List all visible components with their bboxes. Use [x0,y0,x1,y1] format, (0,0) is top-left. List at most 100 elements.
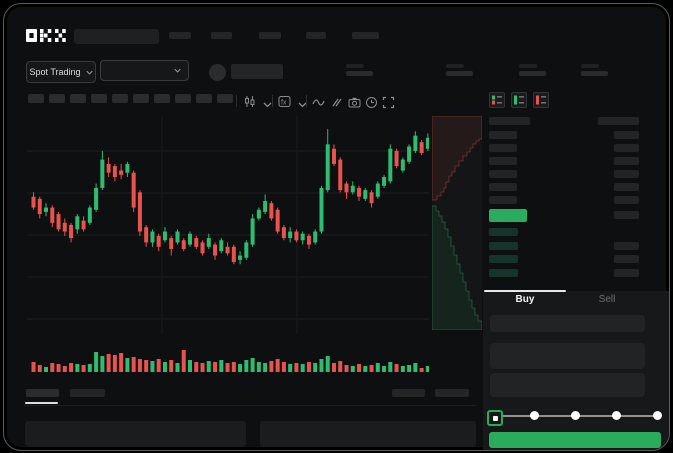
slider-stop-75pct[interactable] [612,411,621,420]
bottom-tab-1[interactable] [26,389,59,397]
volume-bar-49 [331,363,336,372]
nav-item-placeholder-3[interactable] [259,32,281,39]
slider-stop-25pct[interactable] [530,411,539,420]
timeframe-button-8[interactable] [175,94,191,103]
volume-bar-61 [407,365,412,372]
volume-bar-7 [69,363,74,372]
volume-bar-1 [31,362,36,372]
timeframe-button-6[interactable] [133,94,149,103]
fullscreen-icon[interactable] [382,96,395,109]
bottom-tab-2[interactable] [70,389,105,397]
volume-bar-45 [306,362,311,372]
ob-last-price[interactable] [489,209,527,222]
candlestick-chart[interactable] [27,116,429,334]
timeframe-button-4[interactable] [91,94,107,103]
line-tool-icon[interactable] [312,96,325,109]
slider-stop-50pct[interactable] [571,411,580,420]
chevron-down-icon[interactable] [296,98,309,111]
volume-bar-20 [150,361,155,372]
timeframe-button-10[interactable] [217,94,233,103]
candle-2 [37,198,42,215]
active-tab-indicator [484,290,566,292]
candle-31 [219,240,224,252]
buy-submit-button[interactable] [489,432,661,448]
amount-field[interactable] [490,373,645,397]
bottom-action-2[interactable] [435,389,469,397]
price-field[interactable] [490,343,645,369]
indicators-icon[interactable]: fx [278,95,291,108]
ob-bid-price-2[interactable] [489,241,518,250]
volume-bar-29 [206,361,211,372]
ob-ask-price-5[interactable] [489,183,517,191]
timeframe-button-5[interactable] [112,94,128,103]
candle-57 [382,177,387,186]
candle-18 [137,192,142,232]
tab-buy[interactable]: Buy [515,294,535,305]
chevron-down-icon [174,68,181,73]
volume-bar-23 [169,360,174,372]
timeframe-button-3[interactable] [70,94,86,103]
stat-label-placeholder-1 [346,64,364,68]
volume-bar-46 [313,363,318,372]
volume-bar-15 [119,353,124,372]
candle-21 [156,235,161,247]
candle-style-icon[interactable] [243,95,256,108]
volume-bar-40 [275,359,280,372]
candle-17 [131,172,136,208]
slider-handle[interactable] [487,410,503,426]
tab-sell[interactable]: Sell [598,294,616,305]
nav-item-placeholder-5[interactable] [352,32,379,39]
timeframe-button-2[interactable] [49,94,65,103]
ob-bid-price-4[interactable] [489,268,518,277]
candle-13 [106,163,111,173]
compare-icon[interactable] [330,96,343,109]
candle-40 [275,209,280,232]
book-both-icon[interactable] [489,92,505,108]
book-bids-icon[interactable] [511,92,527,108]
ob-ask-price-4[interactable] [489,170,517,178]
ob-ask-amount-2 [614,144,639,152]
candle-44 [300,233,305,241]
candle-10 [87,207,92,223]
candle-11 [94,187,99,210]
volume-bar-28 [200,363,205,372]
nav-item-placeholder-2[interactable] [211,32,232,39]
nav-item-placeholder-1[interactable] [169,32,191,39]
volume-bar-59 [394,364,399,372]
volume-bar-43 [294,363,299,372]
ob-ask-price-2[interactable] [489,144,517,152]
candle-63 [419,142,424,154]
candle-55 [369,192,374,204]
market-type-dropdown[interactable]: Spot Trading [26,61,96,83]
ob-bid-price-1[interactable] [489,228,518,236]
chevron-down-icon[interactable] [261,98,274,111]
volume-bar-14 [112,355,117,372]
nav-item-placeholder-4[interactable] [306,32,326,39]
ob-bid-price-3[interactable] [489,255,518,263]
timeframe-button-7[interactable] [154,94,170,103]
bottom-action-1[interactable] [392,389,425,397]
candle-16 [125,163,130,173]
ob-ask-price-6[interactable] [489,196,517,204]
volume-bar-21 [156,359,161,372]
volume-bar-47 [319,359,324,372]
timeframe-button-1[interactable] [28,94,44,103]
toolbar-divider [272,95,273,107]
candle-1 [31,196,36,208]
ob-ask-price-1[interactable] [489,131,517,139]
clock-icon[interactable] [365,96,378,109]
timeframe-button-9[interactable] [196,94,212,103]
ob-bid-amount-3 [614,255,639,263]
candle-37 [256,209,261,219]
book-asks-icon[interactable] [533,92,549,108]
slider-stop-100pct[interactable] [653,411,662,420]
ob-ask-price-3[interactable] [489,157,517,165]
pair-selector-dropdown[interactable] [100,60,189,81]
depth-asks-area [432,116,482,201]
order-type-field[interactable] [490,315,645,332]
camera-icon[interactable] [348,96,361,109]
volume-bar-63 [419,368,424,372]
search-placeholder[interactable] [74,29,159,44]
candle-45 [306,235,311,245]
candle-15 [119,170,124,175]
